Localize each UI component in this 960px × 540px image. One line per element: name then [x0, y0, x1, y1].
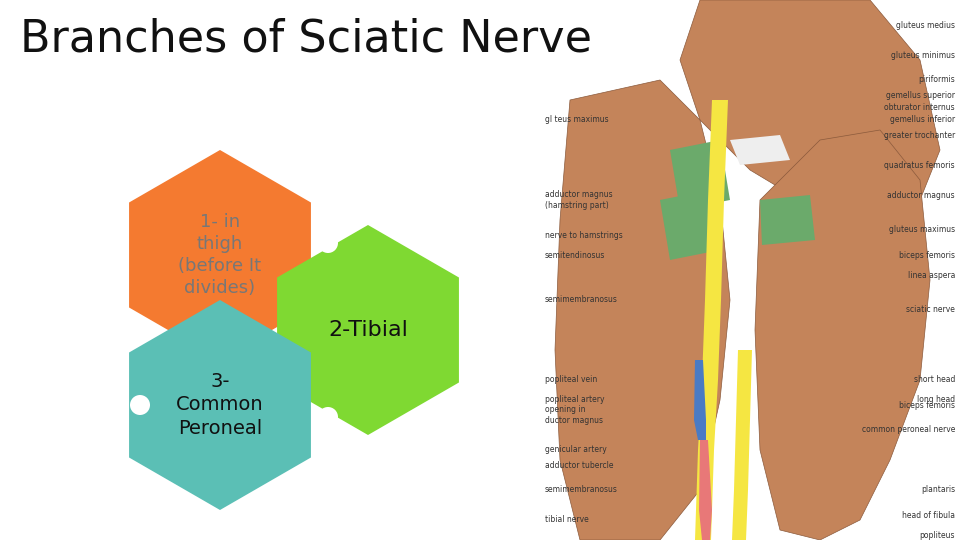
Text: adductor magnus: adductor magnus [887, 191, 955, 199]
Text: plantaris: plantaris [921, 485, 955, 495]
Text: long head: long head [917, 395, 955, 404]
Polygon shape [129, 300, 311, 510]
Text: semimembranosus: semimembranosus [545, 485, 618, 495]
Polygon shape [730, 135, 790, 165]
Text: greater trochanter: greater trochanter [884, 131, 955, 139]
Polygon shape [699, 440, 712, 540]
Polygon shape [760, 195, 815, 245]
Text: 2-Tibial: 2-Tibial [328, 320, 408, 340]
Text: biceps femoris: biceps femoris [899, 401, 955, 409]
Circle shape [318, 407, 338, 427]
Polygon shape [129, 150, 311, 360]
Text: tibial nerve: tibial nerve [545, 516, 588, 524]
Text: quadratus femoris: quadratus femoris [884, 160, 955, 170]
Text: gluteus minimus: gluteus minimus [891, 51, 955, 59]
Polygon shape [695, 100, 728, 540]
Text: linea aspera: linea aspera [907, 271, 955, 280]
Text: adductor tubercle: adductor tubercle [545, 461, 613, 469]
Text: gluteus maximus: gluteus maximus [889, 226, 955, 234]
Polygon shape [660, 190, 720, 260]
Text: gemellus superior: gemellus superior [886, 91, 955, 99]
Text: 3-
Common
Peroneal: 3- Common Peroneal [177, 372, 264, 438]
Text: gemellus inferior: gemellus inferior [890, 116, 955, 125]
Bar [540, 0, 960, 540]
Text: nerve to hamstrings: nerve to hamstrings [545, 231, 623, 240]
Text: Branches of Sciatic Nerve: Branches of Sciatic Nerve [20, 18, 592, 61]
Polygon shape [277, 225, 459, 435]
Text: semitendinosus: semitendinosus [545, 251, 606, 260]
Text: obturator internus: obturator internus [884, 104, 955, 112]
Text: adductor magnus
(hamstring part): adductor magnus (hamstring part) [545, 190, 612, 210]
Polygon shape [670, 140, 730, 210]
Text: popliteus: popliteus [920, 530, 955, 539]
Text: gluteus medius: gluteus medius [896, 21, 955, 30]
Text: genicular artery: genicular artery [545, 446, 607, 455]
Polygon shape [555, 80, 730, 540]
Text: opening in
ductor magnus: opening in ductor magnus [545, 406, 603, 424]
Text: head of fibula: head of fibula [902, 510, 955, 519]
Text: gl teus maximus: gl teus maximus [545, 116, 609, 125]
Circle shape [318, 233, 338, 253]
Text: popliteal vein: popliteal vein [545, 375, 597, 384]
Text: piriformis: piriformis [919, 76, 955, 84]
Text: sciatic nerve: sciatic nerve [906, 306, 955, 314]
Polygon shape [755, 130, 930, 540]
Polygon shape [694, 360, 706, 440]
Text: common peroneal nerve: common peroneal nerve [862, 426, 955, 435]
Circle shape [130, 395, 150, 415]
Polygon shape [680, 0, 940, 220]
Text: popliteal artery: popliteal artery [545, 395, 605, 404]
Polygon shape [732, 350, 752, 540]
Text: biceps femoris: biceps femoris [899, 251, 955, 260]
Text: short head: short head [914, 375, 955, 384]
Text: semimembranosus: semimembranosus [545, 295, 618, 305]
Text: 1- in
thigh
(before It
divides): 1- in thigh (before It divides) [179, 213, 261, 298]
